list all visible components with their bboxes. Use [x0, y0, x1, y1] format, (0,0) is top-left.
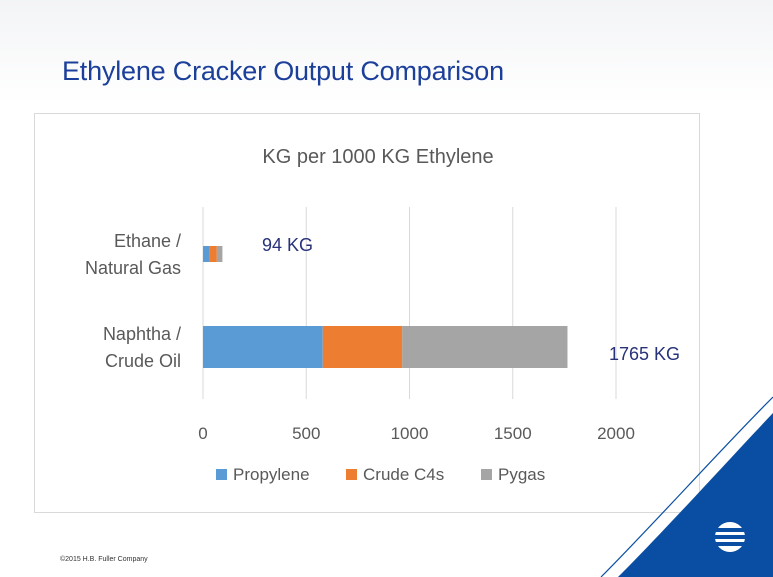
- brand-corner-line: [600, 396, 773, 577]
- y-category-label: Naphtha /: [103, 324, 181, 344]
- chart-title: KG per 1000 KG Ethylene: [262, 146, 493, 168]
- y-category-label: Natural Gas: [85, 258, 181, 278]
- x-tick-label: 0: [198, 424, 207, 443]
- x-tick-label: 500: [292, 424, 320, 443]
- x-tick-label: 1500: [494, 424, 532, 443]
- legend-swatch: [481, 469, 492, 480]
- x-tick-label: 1000: [391, 424, 429, 443]
- slide-title: Ethylene Cracker Output Comparison: [62, 56, 504, 86]
- copyright-footer: ©2015 H.B. Fuller Company: [60, 556, 148, 563]
- bar-segment-pygas: [402, 326, 568, 368]
- ethane-total-label: 94 KG: [262, 235, 314, 255]
- y-category-label: Ethane /: [114, 231, 181, 251]
- legend-swatch: [346, 469, 357, 480]
- chart-frame: KG per 1000 KG Ethylene 0 500 1000 1500 2000 E…: [34, 113, 700, 513]
- legend-label: Propylene: [233, 465, 310, 484]
- y-category-label: Crude Oil: [105, 351, 181, 371]
- hb-fuller-logo-icon: [713, 522, 747, 552]
- bar-segment-crude-c4s: [322, 326, 403, 368]
- legend-label: Crude C4s: [363, 465, 444, 484]
- bar-segment-propylene: [203, 326, 323, 368]
- legend-label: Pygas: [498, 465, 545, 484]
- bar-segment-propylene: [203, 246, 210, 262]
- legend-swatch: [216, 469, 227, 480]
- naphtha-total-label: 1765 KG: [609, 344, 681, 364]
- bar-segment-crude-c4s: [209, 246, 217, 262]
- stacked-bar-chart: KG per 1000 KG Ethylene 0 500 1000 1500 2000 E…: [85, 146, 635, 484]
- x-tick-label: 2000: [597, 424, 635, 443]
- bar-segment-pygas: [216, 246, 223, 262]
- brand-corner-wave: [618, 413, 773, 577]
- brand-corner-graphic: [600, 396, 773, 577]
